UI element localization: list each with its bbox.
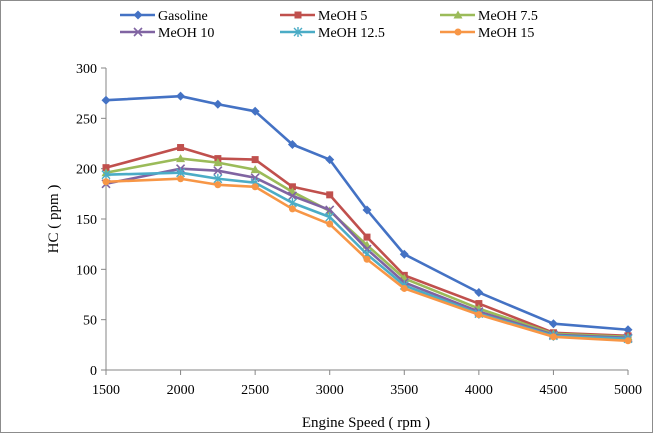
legend-label: MeOH 12.5 — [318, 26, 385, 41]
y-tick-label: 0 — [90, 364, 97, 379]
data-point — [213, 158, 223, 167]
data-point — [326, 220, 334, 228]
data-point — [287, 191, 297, 201]
data-point — [176, 154, 186, 163]
x-tick-label: 5000 — [614, 383, 642, 398]
data-point — [326, 191, 334, 199]
data-point — [101, 95, 111, 105]
data-point — [102, 178, 110, 186]
data-point — [101, 169, 111, 180]
data-point — [102, 164, 110, 172]
legend-entry: MeOH 12.5 — [280, 26, 385, 41]
x-tick-label: 4500 — [539, 383, 567, 398]
legend-marker — [453, 10, 463, 19]
data-point — [475, 311, 483, 319]
data-point — [214, 181, 222, 189]
data-point — [362, 205, 372, 215]
data-point — [548, 319, 558, 329]
series-group — [101, 91, 633, 345]
legend-label: MeOH 7.5 — [478, 9, 538, 24]
data-point — [251, 183, 259, 191]
y-tick-label: 300 — [76, 62, 97, 77]
legend-marker — [133, 27, 143, 37]
data-point — [399, 249, 409, 259]
x-tick-label: 2000 — [167, 383, 195, 398]
x-tick-label: 3500 — [390, 383, 418, 398]
data-point — [176, 91, 186, 101]
series-meoh-12-5 — [101, 167, 633, 344]
y-tick-label: 250 — [76, 112, 97, 127]
data-point — [325, 155, 335, 165]
data-point — [325, 205, 335, 215]
x-tick-label: 2500 — [241, 383, 269, 398]
data-point — [400, 284, 408, 292]
series-meoh-15 — [102, 175, 632, 345]
data-point — [213, 166, 223, 176]
legend-marker — [293, 27, 303, 37]
data-point — [325, 211, 335, 222]
data-point — [177, 175, 185, 183]
y-tick-label: 200 — [76, 163, 97, 178]
legend-entry: MeOH 7.5 — [440, 9, 538, 24]
data-point — [287, 140, 297, 150]
data-point — [177, 144, 185, 152]
legend-entry: Gasoline — [120, 9, 208, 24]
data-point — [623, 325, 633, 335]
y-tick-label: 50 — [83, 314, 97, 329]
data-point — [213, 99, 223, 109]
x-axis-title: Engine Speed ( rpm ) — [302, 415, 430, 431]
y-tick-label: 100 — [76, 263, 97, 278]
data-point — [250, 106, 260, 116]
axes: 0 50 100 150 200 250 300 1500 2000 2500 3000 3500 40… — [76, 62, 642, 398]
legend-label: MeOH 10 — [158, 26, 214, 41]
data-point — [288, 205, 296, 213]
data-point — [288, 183, 296, 191]
legend-label: MeOH 5 — [318, 9, 367, 24]
legend-label: MeOH 15 — [478, 26, 534, 41]
data-point — [251, 156, 259, 164]
data-point — [363, 255, 371, 263]
data-point — [363, 233, 371, 241]
legend-marker — [133, 10, 143, 20]
data-point — [250, 165, 260, 174]
data-point — [475, 300, 483, 308]
x-tick-label: 1500 — [92, 383, 120, 398]
legend-marker — [454, 28, 462, 36]
legend: Gasoline MeOH 5 MeOH 7.5 MeOH 10 MeOH 12.5 Me… — [120, 9, 538, 41]
data-point — [624, 337, 632, 345]
legend-entry: MeOH 10 — [120, 26, 214, 41]
x-tick-label: 3000 — [316, 383, 344, 398]
y-tick-label: 150 — [76, 213, 97, 228]
data-point — [549, 333, 557, 341]
legend-label: Gasoline — [158, 9, 208, 24]
x-tick-label: 4000 — [465, 383, 493, 398]
legend-entry: MeOH 5 — [280, 9, 367, 24]
legend-marker — [294, 11, 302, 19]
series-gasoline — [101, 91, 633, 335]
data-point — [474, 287, 484, 297]
y-axis-title: HC ( ppm ) — [46, 185, 62, 254]
legend-entry: MeOH 15 — [440, 26, 534, 41]
